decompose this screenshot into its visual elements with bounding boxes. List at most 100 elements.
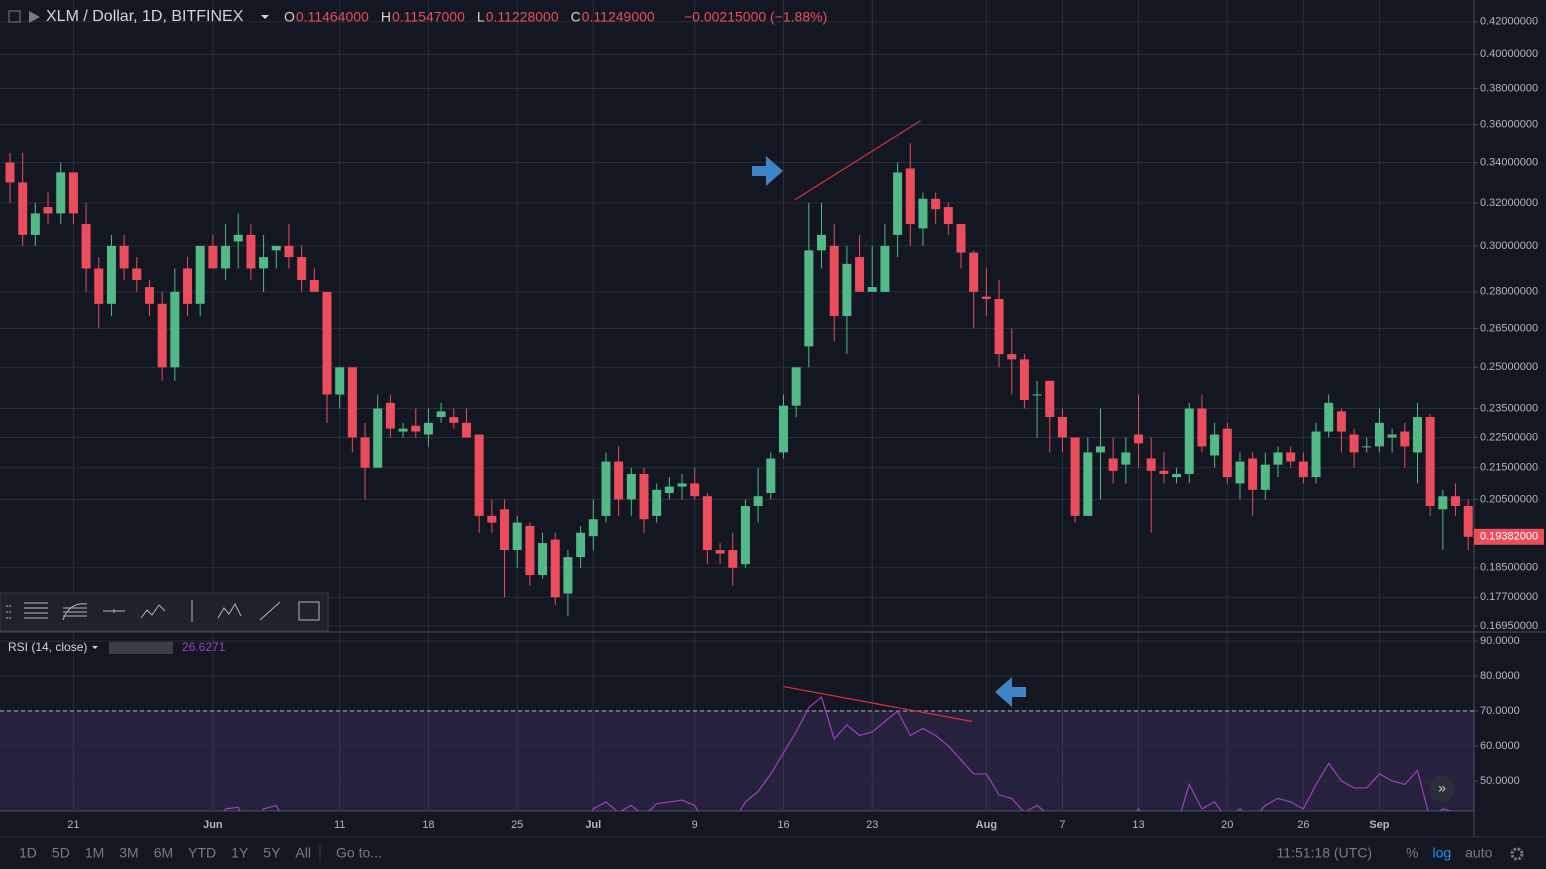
collapse-icon[interactable] [8, 10, 21, 23]
collapse-button[interactable] [1429, 776, 1455, 802]
candle [1007, 328, 1017, 395]
candle-body [411, 425, 421, 432]
tool-rect[interactable] [298, 601, 320, 621]
candle-body [271, 245, 281, 251]
candle [1070, 437, 1080, 523]
y-tick-label: 0.30000000 [1480, 240, 1538, 252]
rsi-name[interactable]: RSI (14, close) [8, 640, 87, 654]
range-button[interactable]: 1M [85, 845, 104, 861]
candle-body [1108, 458, 1118, 471]
candle [1172, 467, 1182, 484]
candle [626, 467, 636, 516]
candle-body [1324, 402, 1334, 432]
candle-body [30, 213, 40, 235]
candle [30, 202, 40, 246]
settings-icon[interactable] [1510, 847, 1524, 861]
y-tick-label: 90.0000 [1480, 635, 1520, 647]
candle-body [1032, 394, 1042, 396]
candle [1298, 452, 1308, 484]
candle [664, 477, 674, 500]
candle [1336, 408, 1346, 453]
candle-body [1362, 446, 1372, 448]
candle-body [842, 263, 852, 317]
range-button[interactable]: 1D [19, 845, 37, 861]
y-tick-label: 0.28000000 [1480, 286, 1538, 298]
candle-body [81, 224, 91, 269]
candle [588, 499, 598, 551]
range-button[interactable]: 5D [52, 845, 70, 861]
candle-body [943, 207, 953, 225]
flag-icon[interactable] [29, 11, 40, 23]
tool-pattern[interactable] [140, 604, 166, 619]
candle-body [1273, 452, 1283, 465]
candle [43, 192, 53, 225]
candle [5, 152, 15, 203]
candle-body [956, 224, 966, 253]
tool-trend[interactable] [259, 601, 281, 621]
ohlc-value: 0.11464000 [296, 9, 369, 25]
candle [905, 143, 915, 246]
candle-body [588, 519, 598, 537]
y-tick-label: 0.17700000 [1480, 591, 1538, 603]
x-tick-label: Aug [976, 819, 997, 831]
candle-body [740, 505, 750, 565]
goto[interactable]: Go to... [336, 845, 382, 861]
candle-body [931, 198, 941, 210]
range-button[interactable]: 3M [119, 845, 138, 861]
range-button[interactable]: 6M [154, 845, 173, 861]
candle [1159, 452, 1169, 484]
range-button[interactable]: 5Y [263, 845, 281, 861]
candle [1374, 408, 1384, 453]
candle [994, 280, 1004, 368]
scale-button[interactable]: % [1406, 845, 1418, 861]
ohlc-legend: O 0.11464000 H 0.11547000 L 0.11228000 C 0.1124… [284, 9, 655, 25]
drawing-toolbar[interactable] [0, 592, 329, 632]
range-button[interactable]: All [295, 845, 311, 861]
candle [550, 532, 560, 605]
ohlc-key: O [284, 9, 295, 25]
candle-body [1387, 434, 1397, 438]
range-button[interactable]: YTD [188, 845, 216, 861]
candle-body [576, 532, 586, 558]
rsi-caret[interactable] [92, 646, 98, 649]
candle [322, 291, 332, 423]
tool-lines[interactable] [24, 602, 48, 619]
candle [842, 245, 852, 355]
candle [981, 268, 991, 317]
plot [0, 0, 1474, 811]
candle-body [918, 198, 928, 229]
candle [969, 250, 979, 329]
arrow-right [752, 156, 783, 186]
tool-fib[interactable] [62, 603, 88, 621]
candle-body [1400, 431, 1410, 447]
candle [1273, 446, 1283, 478]
candle [1019, 354, 1029, 409]
candle [68, 172, 78, 225]
collapse-glyph[interactable]: » [1438, 780, 1446, 796]
candle-body [1210, 434, 1220, 456]
x-tick-label: 20 [1221, 819, 1233, 831]
grip[interactable] [6, 605, 11, 619]
candle [461, 408, 471, 438]
tool-abcd[interactable] [217, 602, 242, 619]
range-button[interactable]: 1Y [231, 845, 249, 861]
candle [284, 224, 294, 269]
symbol-title[interactable]: XLM / Dollar, 1D, BITFINEX [46, 8, 244, 25]
scale-button[interactable]: log [1432, 845, 1451, 861]
x-tick-label: 13 [1132, 819, 1144, 831]
rsi-buttons[interactable] [109, 642, 173, 654]
candle [221, 224, 231, 281]
candle-body [436, 411, 446, 418]
candle [538, 532, 548, 579]
candle-body [1057, 417, 1067, 438]
candle [1286, 446, 1296, 468]
candle [385, 394, 395, 438]
tool-hline[interactable] [103, 609, 125, 613]
scale-button[interactable]: auto [1465, 845, 1492, 861]
candle [1146, 437, 1156, 533]
dropdown-caret[interactable] [261, 15, 269, 19]
candle-body [677, 483, 687, 487]
y-tick-label: 0.22500000 [1480, 431, 1538, 443]
candle-body [538, 543, 548, 576]
